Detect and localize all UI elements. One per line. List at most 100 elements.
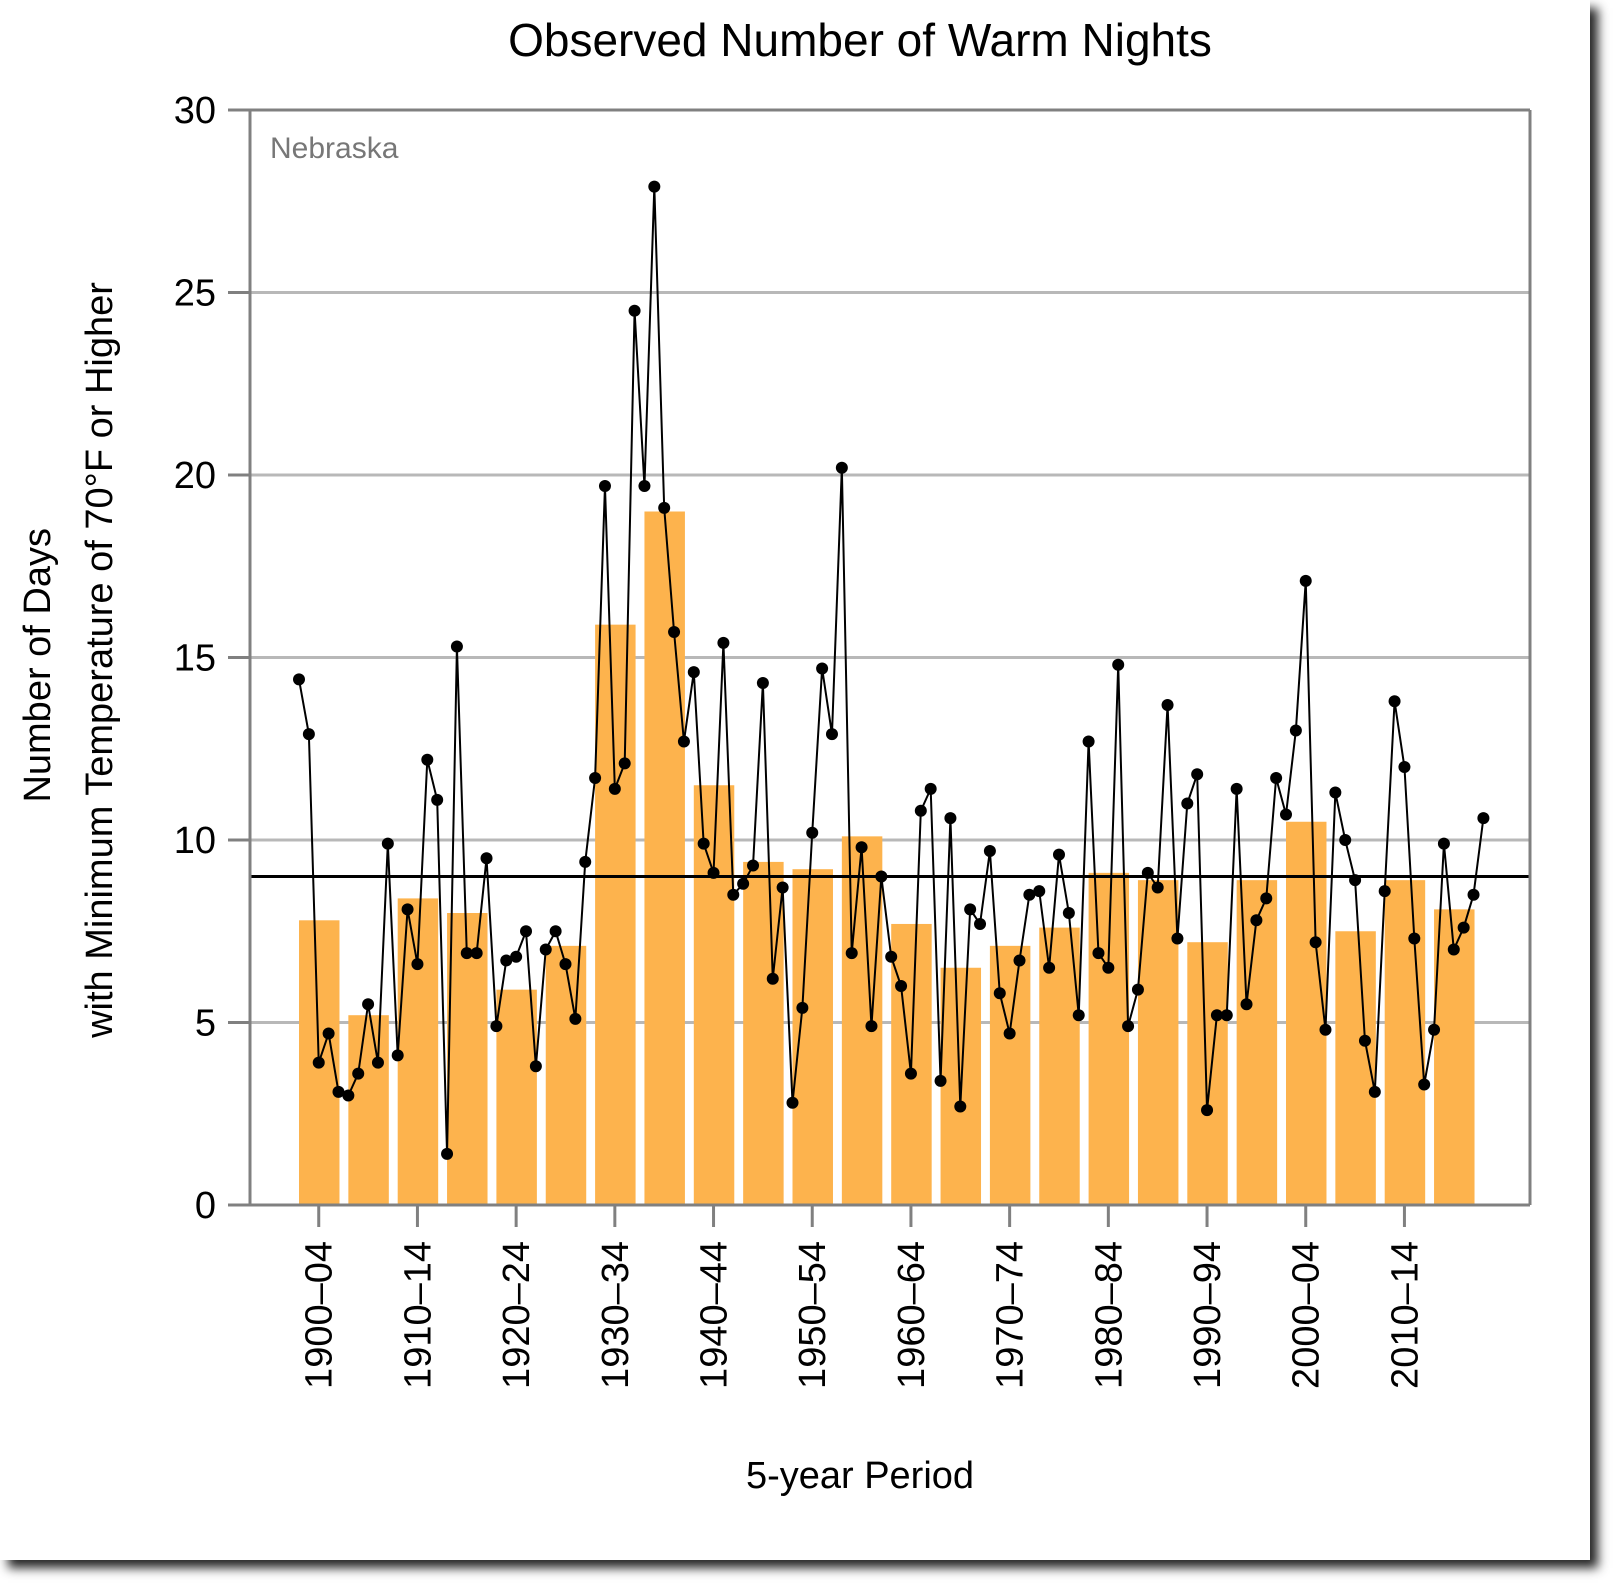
point-1941 xyxy=(697,837,710,850)
bar-1935 xyxy=(644,511,685,1205)
gridlines xyxy=(250,108,1530,1024)
bar-2005 xyxy=(1335,931,1376,1205)
point-1927 xyxy=(559,958,572,971)
point-1990 xyxy=(1181,797,1194,810)
point-1967 xyxy=(954,1100,967,1113)
point-1940 xyxy=(687,666,700,679)
point-2004 xyxy=(1319,1023,1332,1036)
point-1928 xyxy=(569,1012,582,1025)
bar-1955 xyxy=(841,836,883,1205)
point-1911 xyxy=(401,903,414,916)
point-1948 xyxy=(766,972,779,985)
point-1964 xyxy=(924,782,937,795)
chart-frame: 0 5 10 15 20 25 30 1900–04 1910–14 1920–24 1930–3… xyxy=(17,14,1532,1497)
point-1954 xyxy=(825,728,838,741)
point-1925 xyxy=(539,943,552,956)
point-2001 xyxy=(1289,724,1302,737)
bar-1990 xyxy=(1187,942,1228,1205)
point-1919 xyxy=(480,852,493,865)
point-1985 xyxy=(1131,983,1144,996)
y-axis-label-line-1: Number of Days xyxy=(17,528,59,803)
point-1973 xyxy=(1013,954,1026,967)
point-1963 xyxy=(914,804,927,817)
point-1931 xyxy=(598,479,611,492)
x-tick-label-1900–04: 1900–04 xyxy=(299,1241,341,1389)
point-1943 xyxy=(717,636,730,649)
point-1901 xyxy=(302,728,315,741)
point-2002 xyxy=(1299,574,1312,587)
point-1907 xyxy=(362,998,375,1011)
point-2014 xyxy=(1418,1078,1431,1091)
point-1934 xyxy=(628,304,641,317)
point-1938 xyxy=(668,625,681,638)
point-1912 xyxy=(411,958,424,971)
point-1917 xyxy=(460,947,473,960)
point-1946 xyxy=(747,859,760,872)
point-1999 xyxy=(1270,771,1283,784)
point-2017 xyxy=(1447,943,1460,956)
point-2010 xyxy=(1378,885,1391,898)
point-1944 xyxy=(727,888,740,901)
bar-1915 xyxy=(447,913,488,1205)
point-1974 xyxy=(1023,888,1036,901)
point-1933 xyxy=(618,757,631,770)
point-1904 xyxy=(332,1085,345,1098)
point-1949 xyxy=(776,881,789,894)
point-1986 xyxy=(1141,866,1154,879)
point-1905 xyxy=(342,1089,355,1102)
point-1914 xyxy=(431,793,444,806)
point-1913 xyxy=(421,753,434,766)
point-1910 xyxy=(391,1049,404,1062)
point-1937 xyxy=(658,501,671,514)
bar-1920 xyxy=(496,989,537,1205)
point-1924 xyxy=(529,1060,542,1073)
y-tick-label-15: 15 xyxy=(174,638,216,680)
point-1966 xyxy=(944,812,957,825)
point-2008 xyxy=(1358,1034,1371,1047)
annual-series xyxy=(293,180,1490,1160)
point-1958 xyxy=(865,1020,878,1033)
point-1984 xyxy=(1122,1020,1135,1033)
point-1980 xyxy=(1082,735,1095,748)
point-1996 xyxy=(1240,998,1253,1011)
y-tick-label-10: 10 xyxy=(174,820,216,862)
point-1998 xyxy=(1260,892,1273,905)
point-2013 xyxy=(1408,932,1421,945)
point-2000 xyxy=(1280,808,1292,821)
point-1994 xyxy=(1220,1009,1233,1022)
point-1921 xyxy=(500,954,513,967)
bar-2000 xyxy=(1286,821,1327,1205)
point-1982 xyxy=(1102,961,1115,974)
point-2015 xyxy=(1428,1023,1441,1036)
point-1978 xyxy=(1062,907,1075,919)
point-1957 xyxy=(855,841,868,854)
point-1916 xyxy=(450,640,463,653)
x-tick-label-1990–94: 1990–94 xyxy=(1187,1241,1229,1389)
y-tick-label-25: 25 xyxy=(174,273,216,315)
x-tick-label-1960–64: 1960–64 xyxy=(891,1241,933,1389)
point-1900 xyxy=(293,673,305,686)
point-1960 xyxy=(885,950,898,963)
axes xyxy=(228,108,1532,1227)
point-2005 xyxy=(1329,786,1342,799)
point-1915 xyxy=(441,1147,454,1160)
point-1947 xyxy=(756,677,769,690)
point-1939 xyxy=(677,735,690,748)
chart-title: Observed Number of Warm Nights xyxy=(508,14,1212,66)
point-1951 xyxy=(796,1001,809,1014)
x-tick-labels: 1900–04 1910–14 1920–24 1930–34 1940–44 1950–… xyxy=(299,1241,1427,1389)
point-1977 xyxy=(1052,848,1065,861)
point-1987 xyxy=(1151,881,1164,894)
point-2016 xyxy=(1437,837,1450,850)
point-1995 xyxy=(1230,782,1243,795)
x-axis-label: 5-year Period xyxy=(746,1455,974,1497)
point-1903 xyxy=(322,1027,335,1040)
x-tick-label-1930–34: 1930–34 xyxy=(595,1241,637,1389)
y-tick-label-5: 5 xyxy=(195,1003,216,1045)
point-1945 xyxy=(737,877,750,890)
point-1920 xyxy=(490,1020,503,1033)
state-annotation: Nebraska xyxy=(270,132,399,165)
y-tick-label-0: 0 xyxy=(195,1185,216,1227)
point-2012 xyxy=(1398,761,1411,773)
bar-1905 xyxy=(348,1015,389,1205)
